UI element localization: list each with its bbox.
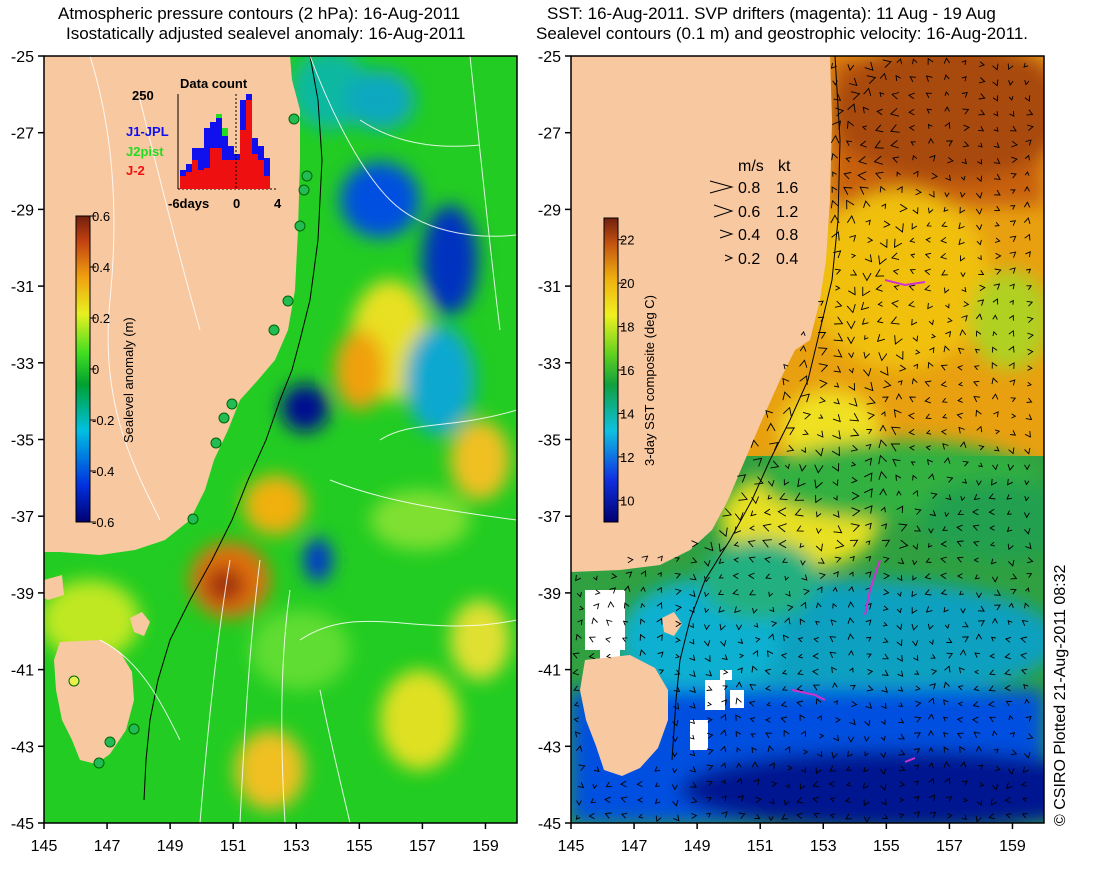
- left-title-line2: Isostatically adjusted sealevel anomaly:…: [66, 24, 466, 43]
- sst-colorbar-tick-6: 10: [620, 493, 634, 508]
- sst-colorbar-tick-4: 14: [620, 406, 634, 421]
- right-lon-tick-7: 159: [999, 838, 1026, 855]
- axis-ticks: -25 -27 -29 -31 -33 -35 -37 -39 -41 -43 -45 145 147 1…: [11, 49, 1026, 855]
- anomaly-colorbar-tick-2: 0.2: [92, 311, 110, 326]
- legend-j2pist: J2pist: [126, 144, 164, 159]
- speed-kt-3: 0.4: [776, 251, 798, 268]
- right-title-line2: Sealevel contours (0.1 m) and geostrophi…: [536, 24, 1029, 43]
- left-lat-tick-3: -31: [11, 279, 34, 296]
- right-lat-tick-2: -29: [538, 202, 561, 219]
- right-title-line1: SST: 16-Aug-2011. SVP drifters (magenta)…: [547, 4, 996, 23]
- speed-legend: m/s kt 0.8 1.6 0.6 1.2 0.4 0.8 0.2 0.4: [709, 158, 798, 268]
- anomaly-colorbar-tick-4: -0.2: [92, 413, 114, 428]
- speed-ms-0: 0.8: [738, 180, 760, 197]
- left-lat-tick-9: -43: [11, 739, 34, 756]
- anomaly-colorbar-tick-0: 0.6: [92, 209, 110, 224]
- right-lat-tick-1: -27: [538, 126, 561, 143]
- speed-ms-2: 0.4: [738, 227, 760, 244]
- data-count-histogram: Data count 250 -6days 0 4 J1-JPL J2pist …: [126, 76, 282, 211]
- left-lat-tick-8: -41: [11, 663, 34, 680]
- shelf-contour: [143, 56, 323, 801]
- sst-colorbar-tick-3: 16: [620, 363, 634, 378]
- sst-tasmania-land: [580, 655, 668, 776]
- tide-gauge-markers: [68, 113, 313, 769]
- left-lon-tick-1: 147: [94, 838, 121, 855]
- anomaly-colorbar: 0.6 0.4 0.2 0 -0.2 -0.4 -0.6 Sealevel anomaly …: [75, 209, 136, 530]
- right-lat-tick-5: -35: [538, 433, 561, 450]
- anomaly-colorbar-tick-6: -0.6: [92, 515, 114, 530]
- right-lat-tick-4: -33: [538, 356, 561, 373]
- right-lat-tick-3: -31: [538, 279, 561, 296]
- right-lon-tick-3: 151: [747, 838, 774, 855]
- left-lat-tick-5: -35: [11, 433, 34, 450]
- speed-legend-header-ms: m/s: [738, 158, 764, 175]
- left-lon-tick-3: 151: [220, 838, 247, 855]
- speed-kt-0: 1.6: [776, 180, 798, 197]
- geostrophic-velocity-vectors: [572, 57, 1034, 823]
- left-lat-tick-4: -33: [11, 356, 34, 373]
- histogram-xtick-start: -6days: [168, 196, 209, 211]
- left-lon-tick-4: 153: [283, 838, 310, 855]
- right-lon-tick-2: 149: [684, 838, 711, 855]
- sst-colorbar: 22 20 18 16 14 12 10 3-day SST composite (deg …: [603, 217, 657, 523]
- right-lon-tick-5: 155: [873, 838, 900, 855]
- right-lon-tick-6: 157: [936, 838, 963, 855]
- right-lon-tick-1: 147: [621, 838, 648, 855]
- sst-colorbar-tick-5: 12: [620, 450, 634, 465]
- right-lat-tick-8: -41: [538, 663, 561, 680]
- sst-colorbar-tick-1: 20: [620, 276, 634, 291]
- speed-kt-2: 0.8: [776, 227, 798, 244]
- legend-j1-jpl: J1-JPL: [126, 124, 169, 139]
- histogram-ymax: 250: [132, 88, 154, 103]
- sst-mainland-land: [571, 56, 832, 572]
- right-map: [571, 56, 1044, 823]
- king-island: [44, 575, 64, 600]
- legend-j-2: J-2: [126, 163, 145, 178]
- sst-colorbar-tick-0: 22: [620, 233, 634, 248]
- right-lon-tick-0: 145: [558, 838, 585, 855]
- sst-colorbar-label: 3-day SST composite (deg C): [642, 295, 657, 466]
- anomaly-colorbar-label: Sealevel anomaly (m): [121, 317, 136, 443]
- speed-ms-3: 0.2: [738, 251, 760, 268]
- histogram-xtick-end: 4: [274, 196, 282, 211]
- left-title-line1: Atmospheric pressure contours (2 hPa): 1…: [58, 4, 461, 23]
- left-lon-tick-2: 149: [157, 838, 184, 855]
- speed-ms-1: 0.6: [738, 204, 760, 221]
- csiro-credit: © CSIRO Plotted 21-Aug-2011 08:32: [1052, 564, 1069, 826]
- right-lat-tick-7: -39: [538, 586, 561, 603]
- left-lat-tick-0: -25: [11, 49, 34, 66]
- right-lat-tick-0: -25: [538, 49, 561, 66]
- left-lat-tick-7: -39: [11, 586, 34, 603]
- left-lat-tick-1: -27: [11, 126, 34, 143]
- anomaly-colorbar-tick-5: -0.4: [92, 464, 114, 479]
- left-lat-tick-10: -45: [11, 816, 34, 833]
- right-lat-tick-9: -43: [538, 739, 561, 756]
- tasmania-land: [54, 640, 134, 764]
- svp-drifter-tracks: [791, 279, 926, 763]
- histogram-xtick-zero: 0: [233, 196, 240, 211]
- right-lat-tick-10: -45: [538, 816, 561, 833]
- right-lat-tick-6: -37: [538, 509, 561, 526]
- flinders-island: [130, 612, 150, 636]
- left-lon-tick-6: 157: [409, 838, 436, 855]
- left-map: [44, 56, 517, 823]
- anomaly-colorbar-tick-3: 0: [92, 362, 99, 377]
- left-lon-tick-0: 145: [31, 838, 58, 855]
- left-lon-tick-5: 155: [346, 838, 373, 855]
- sst-shelf-contour: [671, 56, 841, 761]
- histogram-bars: [180, 94, 270, 189]
- left-lon-tick-7: 159: [472, 838, 499, 855]
- sst-colorbar-tick-2: 18: [620, 320, 634, 335]
- left-lat-tick-2: -29: [11, 202, 34, 219]
- histogram-title: Data count: [180, 76, 248, 91]
- anomaly-features: [44, 56, 510, 810]
- speed-legend-header-kt: kt: [778, 158, 791, 175]
- right-lon-tick-4: 153: [810, 838, 837, 855]
- left-lat-tick-6: -37: [11, 509, 34, 526]
- speed-kt-1: 1.2: [776, 204, 798, 221]
- anomaly-colorbar-tick-1: 0.4: [92, 260, 110, 275]
- pressure-contours: [89, 56, 517, 823]
- sst-flinders-island: [662, 612, 682, 636]
